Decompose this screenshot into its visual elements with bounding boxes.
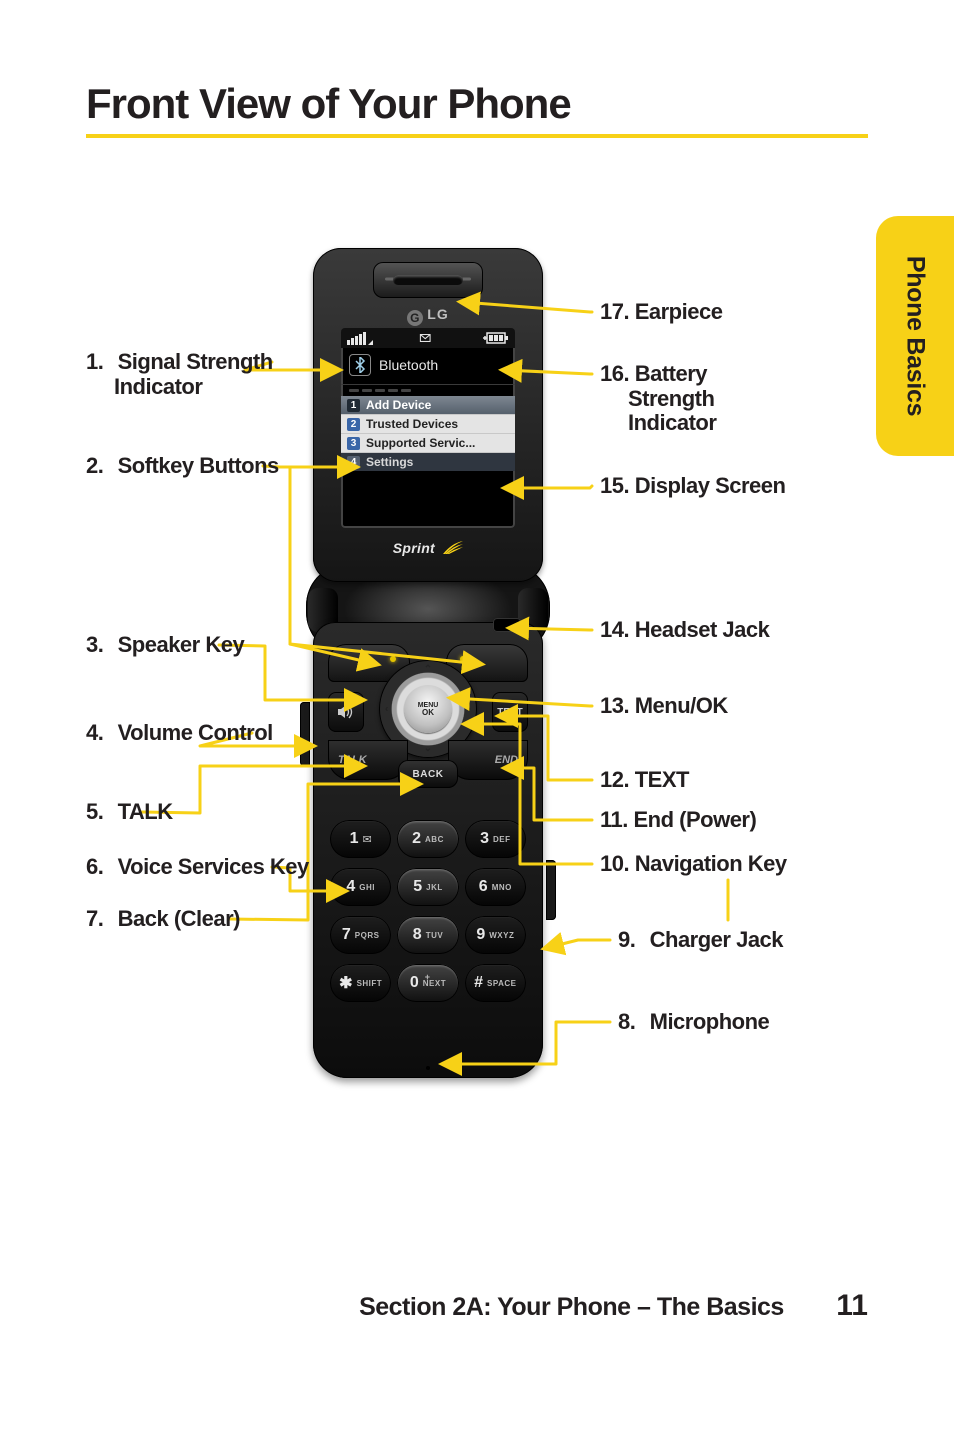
num-key-8: 8TUV <box>397 916 458 954</box>
back-clear-key: BACK <box>398 760 458 788</box>
num-key-7: 7PQRS <box>330 916 391 954</box>
num-key-9: 9WXYZ <box>465 916 526 954</box>
callout-label: 7. Back (Clear) <box>86 907 240 932</box>
end-key-label: END <box>495 754 518 766</box>
num-key-6: 6MNO <box>465 868 526 906</box>
callout-label: 8. Microphone <box>618 1010 769 1035</box>
screen-menu-item: 2Trusted Devices <box>341 415 515 434</box>
speaker-icon <box>338 705 354 719</box>
status-bar <box>341 328 515 348</box>
screen-menu-item: 1Add Device <box>341 396 515 415</box>
num-key-1: 1✉ <box>330 820 391 858</box>
screen-menu-item: 3Supported Servic... <box>341 434 515 453</box>
callout-label: 1. Signal StrengthIndicator <box>86 350 273 399</box>
earpiece-hole <box>393 275 463 285</box>
carrier-logo: Sprint <box>313 540 543 556</box>
message-icon <box>419 331 437 345</box>
phone-flip-top: GLG Bluetooth 1Add Device2Trusted Device… <box>313 248 543 582</box>
callout-label: 17. Earpiece <box>600 300 722 325</box>
num-key-5: 5JKL <box>397 868 458 906</box>
dpad-label-ok: OK <box>422 709 434 717</box>
dpad-cluster: ⌃ ⌄ ‹ › MENU OK TEXT TALK END BACK <box>328 644 528 804</box>
phone-illustration: GLG Bluetooth 1Add Device2Trusted Device… <box>306 248 550 1078</box>
callout-label: 10. Navigation Key <box>600 852 787 877</box>
section-side-tab-label: Phone Basics <box>901 256 930 416</box>
screen-app-title-text: Bluetooth <box>379 357 438 373</box>
carrier-logo-text: Sprint <box>393 540 435 556</box>
nav-left-icon: ‹ <box>385 704 388 715</box>
num-key-4: 4GHI <box>330 868 391 906</box>
text-key: TEXT <box>492 692 528 732</box>
page-footer: Section 2A: Your Phone – The Basics 11 <box>0 1289 954 1323</box>
nav-up-icon: ⌃ <box>424 664 432 675</box>
num-key-#: #SPACE <box>465 964 526 1002</box>
section-side-tab: Phone Basics <box>876 216 954 456</box>
callout-label: 3. Speaker Key <box>86 633 244 658</box>
title-rule <box>86 134 868 138</box>
num-key-✱: ✱SHIFT <box>330 964 391 1002</box>
callout-label: 9. Charger Jack <box>618 928 783 953</box>
screen-divider <box>341 384 515 385</box>
manual-page: Front View of Your Phone Phone Basics GL… <box>0 0 954 1431</box>
nav-right-icon: › <box>468 704 471 715</box>
text-key-label: TEXT <box>497 707 523 718</box>
callout-label: 12. TEXT <box>600 768 689 793</box>
menu-ok-key: MENU OK <box>404 685 452 733</box>
display-screen: Bluetooth 1Add Device2Trusted Devices3Su… <box>341 328 515 528</box>
callout-label: 4. Volume Control <box>86 721 273 746</box>
battery-strength-icon <box>483 331 509 345</box>
talk-key-label: TALK <box>338 754 367 766</box>
back-key-label: BACK <box>413 769 444 780</box>
number-keypad: 1✉2ABC3DEF 4GHI5JKL6MNO 7PQRS8TUV9WXYZ ✱SHI… <box>330 820 526 1002</box>
callout-label: 11. End (Power) <box>600 808 756 833</box>
lg-circle-icon: G <box>407 310 423 326</box>
sprint-fan-icon <box>443 541 463 555</box>
end-power-key: END <box>448 740 528 780</box>
num-key-3: 3DEF <box>465 820 526 858</box>
brand-logo-text: LG <box>427 306 448 322</box>
callout-label: 2. Softkey Buttons <box>86 454 279 479</box>
signal-strength-icon <box>347 331 373 345</box>
callout-label: 13. Menu/OK <box>600 694 728 719</box>
callout-label: 15. Display Screen <box>600 474 785 499</box>
talk-key: TALK <box>328 740 408 780</box>
phone-body-bottom: ⌃ ⌄ ‹ › MENU OK TEXT TALK END BACK 1✉ <box>313 622 543 1078</box>
screen-menu-item: 4Settings <box>341 453 515 471</box>
nav-down-icon: ⌄ <box>424 743 432 754</box>
softkey-indicator-icon <box>390 656 396 662</box>
bluetooth-icon <box>349 354 371 376</box>
earpiece <box>373 262 483 298</box>
page-title: Front View of Your Phone <box>86 80 571 128</box>
callout-label: 14. Headset Jack <box>600 618 769 643</box>
callout-label: 6. Voice Services Key <box>86 855 309 880</box>
num-key-0: 0+NEXT <box>397 964 458 1002</box>
softkey-indicator-icon <box>460 656 466 662</box>
volume-control <box>300 702 310 766</box>
footer-page-number: 11 <box>836 1289 868 1322</box>
screen-app-title: Bluetooth <box>341 348 515 382</box>
callout-label: 5. TALK <box>86 800 173 825</box>
screen-menu-list: 1Add Device2Trusted Devices3Supported Se… <box>341 396 515 471</box>
callout-label: 16. BatteryStrengthIndicator <box>600 362 716 436</box>
num-key-2: 2ABC <box>397 820 458 858</box>
footer-section-label: Section 2A: Your Phone – The Basics <box>359 1293 784 1321</box>
brand-logo: GLG <box>313 306 543 326</box>
charger-jack <box>546 860 556 920</box>
speaker-key <box>328 692 364 732</box>
headset-jack <box>493 618 521 632</box>
microphone <box>426 1066 430 1070</box>
screen-tab-dots <box>341 387 515 394</box>
